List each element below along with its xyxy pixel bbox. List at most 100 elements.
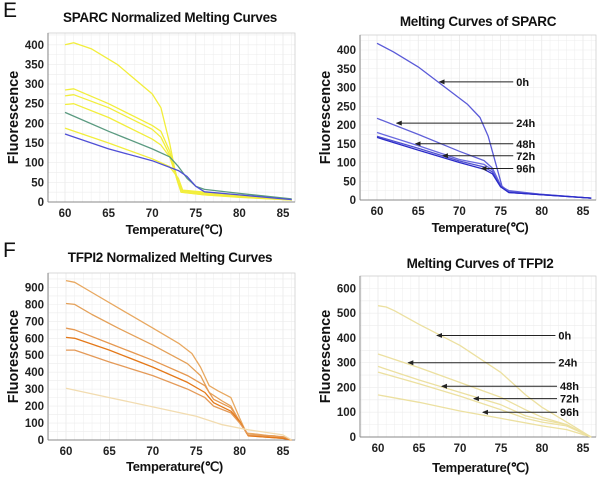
annotation-label: 24h	[558, 358, 577, 370]
panel-label-f: F	[3, 239, 16, 262]
y-tick-label: 200	[25, 401, 44, 413]
y-tick-label: 250	[25, 99, 44, 111]
x-axis-label: Temperature(℃)	[126, 222, 223, 237]
y-tick-label: 350	[337, 64, 356, 76]
x-tick-label: 85	[277, 208, 290, 220]
x-tick-label: 80	[233, 446, 246, 458]
series-line	[65, 336, 292, 441]
y-tick-label: 100	[337, 407, 356, 419]
y-tick-label: 0	[38, 197, 44, 209]
x-tick-label: 85	[577, 206, 590, 218]
x-tick-label: 70	[146, 446, 159, 458]
y-tick-label: 900	[25, 282, 44, 294]
y-tick-label: 350	[25, 59, 44, 71]
y-tick-label: 150	[337, 139, 356, 151]
chart-title: TFPI2 Normalized Melting Curves	[68, 250, 273, 265]
y-tick-label: 300	[337, 83, 356, 95]
annotation-label: 24h	[516, 118, 535, 130]
x-tick-label: 65	[413, 443, 426, 455]
series-line-96h	[377, 394, 592, 438]
x-axis-label: Temperature(℃)	[126, 459, 223, 474]
x-tick-label: 60	[59, 208, 72, 220]
y-tick-label: 0	[38, 435, 44, 447]
annotation-label: 48h	[560, 381, 579, 393]
y-tick-label: 800	[25, 299, 44, 311]
x-axis-label: Temperature(℃)	[432, 460, 529, 475]
y-tick-label: 50	[343, 176, 356, 188]
x-tick-label: 75	[190, 446, 203, 458]
y-tick-label: 0	[350, 432, 356, 444]
y-axis-label: Fluorescence	[6, 310, 22, 404]
series-line	[64, 133, 292, 201]
chart-title: SPARC Normalized Melting Curves	[63, 10, 277, 25]
x-tick-label: 85	[277, 446, 290, 458]
x-tick-label: 80	[233, 208, 246, 220]
x-tick-label: 75	[494, 206, 507, 218]
x-tick-label: 60	[372, 443, 385, 455]
y-tick-label: 500	[337, 308, 356, 320]
chart-panel-0: 60 65 70 75 80 85 0 50 100 150 200 250 300 350 400 SPAR…	[6, 10, 296, 237]
x-tick-label: 65	[103, 446, 116, 458]
x-tick-label: 65	[412, 206, 425, 218]
annotation-label: 48h	[516, 139, 535, 151]
x-tick-label: 70	[146, 208, 159, 220]
y-tick-label: 700	[25, 316, 44, 328]
x-tick-label: 85	[577, 443, 590, 455]
y-tick-label: 400	[337, 333, 356, 345]
x-tick-label: 80	[535, 206, 548, 218]
y-axis-label: Fluorescence	[318, 71, 334, 165]
series-line	[65, 387, 293, 441]
x-tick-label: 80	[536, 443, 549, 455]
x-tick-label: 70	[453, 206, 466, 218]
plot-frame	[47, 272, 296, 441]
y-tick-label: 300	[25, 384, 44, 396]
y-axis-label: Fluorescence	[318, 310, 334, 404]
y-axis-label: Fluorescence	[6, 71, 22, 165]
y-tick-label: 400	[25, 367, 44, 379]
plot-frame	[359, 34, 597, 201]
annotation-label: 96h	[516, 164, 535, 176]
chart-title: Melting Curves of TFPI2	[407, 256, 554, 271]
panel-label-e: E	[3, 0, 18, 22]
y-tick-label: 600	[25, 333, 44, 345]
chart-title: Melting Curves of SPARC	[400, 14, 557, 29]
annotation-label: 72h	[516, 151, 535, 163]
annotation-label: 96h	[560, 407, 579, 419]
chart-panel-2: 60 65 70 75 80 85 0 100 200 300 400 500 600 700 800 900…	[6, 250, 296, 474]
series-line	[65, 279, 292, 441]
y-tick-label: 100	[25, 418, 44, 430]
series-line	[66, 349, 292, 441]
y-tick-label: 400	[25, 40, 44, 52]
chart-panel-3: 60 65 70 75 80 85 0 100 200 300 400 500 600 Melting C…	[318, 256, 597, 475]
y-tick-label: 200	[337, 382, 356, 394]
y-tick-label: 100	[25, 158, 44, 170]
chart-panel-1: 60 65 70 75 80 85 0 50 100 150 200 250 300 350 400 Melt…	[318, 14, 597, 235]
annotation-label: 72h	[560, 394, 579, 406]
y-tick-label: 150	[25, 138, 44, 150]
x-tick-label: 65	[102, 208, 115, 220]
y-tick-label: 200	[25, 118, 44, 130]
x-tick-label: 60	[60, 446, 73, 458]
y-tick-label: 50	[31, 177, 44, 189]
x-tick-label: 75	[495, 443, 508, 455]
y-tick-label: 500	[25, 350, 44, 362]
series-line-0h	[376, 42, 592, 199]
series-line-0h	[377, 305, 592, 438]
x-tick-label: 70	[454, 443, 467, 455]
y-tick-label: 300	[337, 358, 356, 370]
series-line	[64, 111, 292, 200]
series-line-96h	[376, 136, 592, 199]
series-line-48h	[377, 365, 592, 438]
x-tick-label: 75	[189, 208, 202, 220]
plot-frame	[47, 32, 296, 203]
series-line-72h	[377, 371, 592, 438]
y-tick-label: 400	[337, 45, 356, 57]
y-tick-label: 250	[337, 101, 356, 113]
annotation-label: 0h	[558, 330, 571, 342]
y-tick-label: 100	[337, 158, 356, 170]
y-tick-label: 300	[25, 79, 44, 91]
y-tick-label: 0	[350, 195, 356, 207]
y-tick-label: 600	[337, 283, 356, 295]
annotation-label: 0h	[516, 77, 529, 89]
